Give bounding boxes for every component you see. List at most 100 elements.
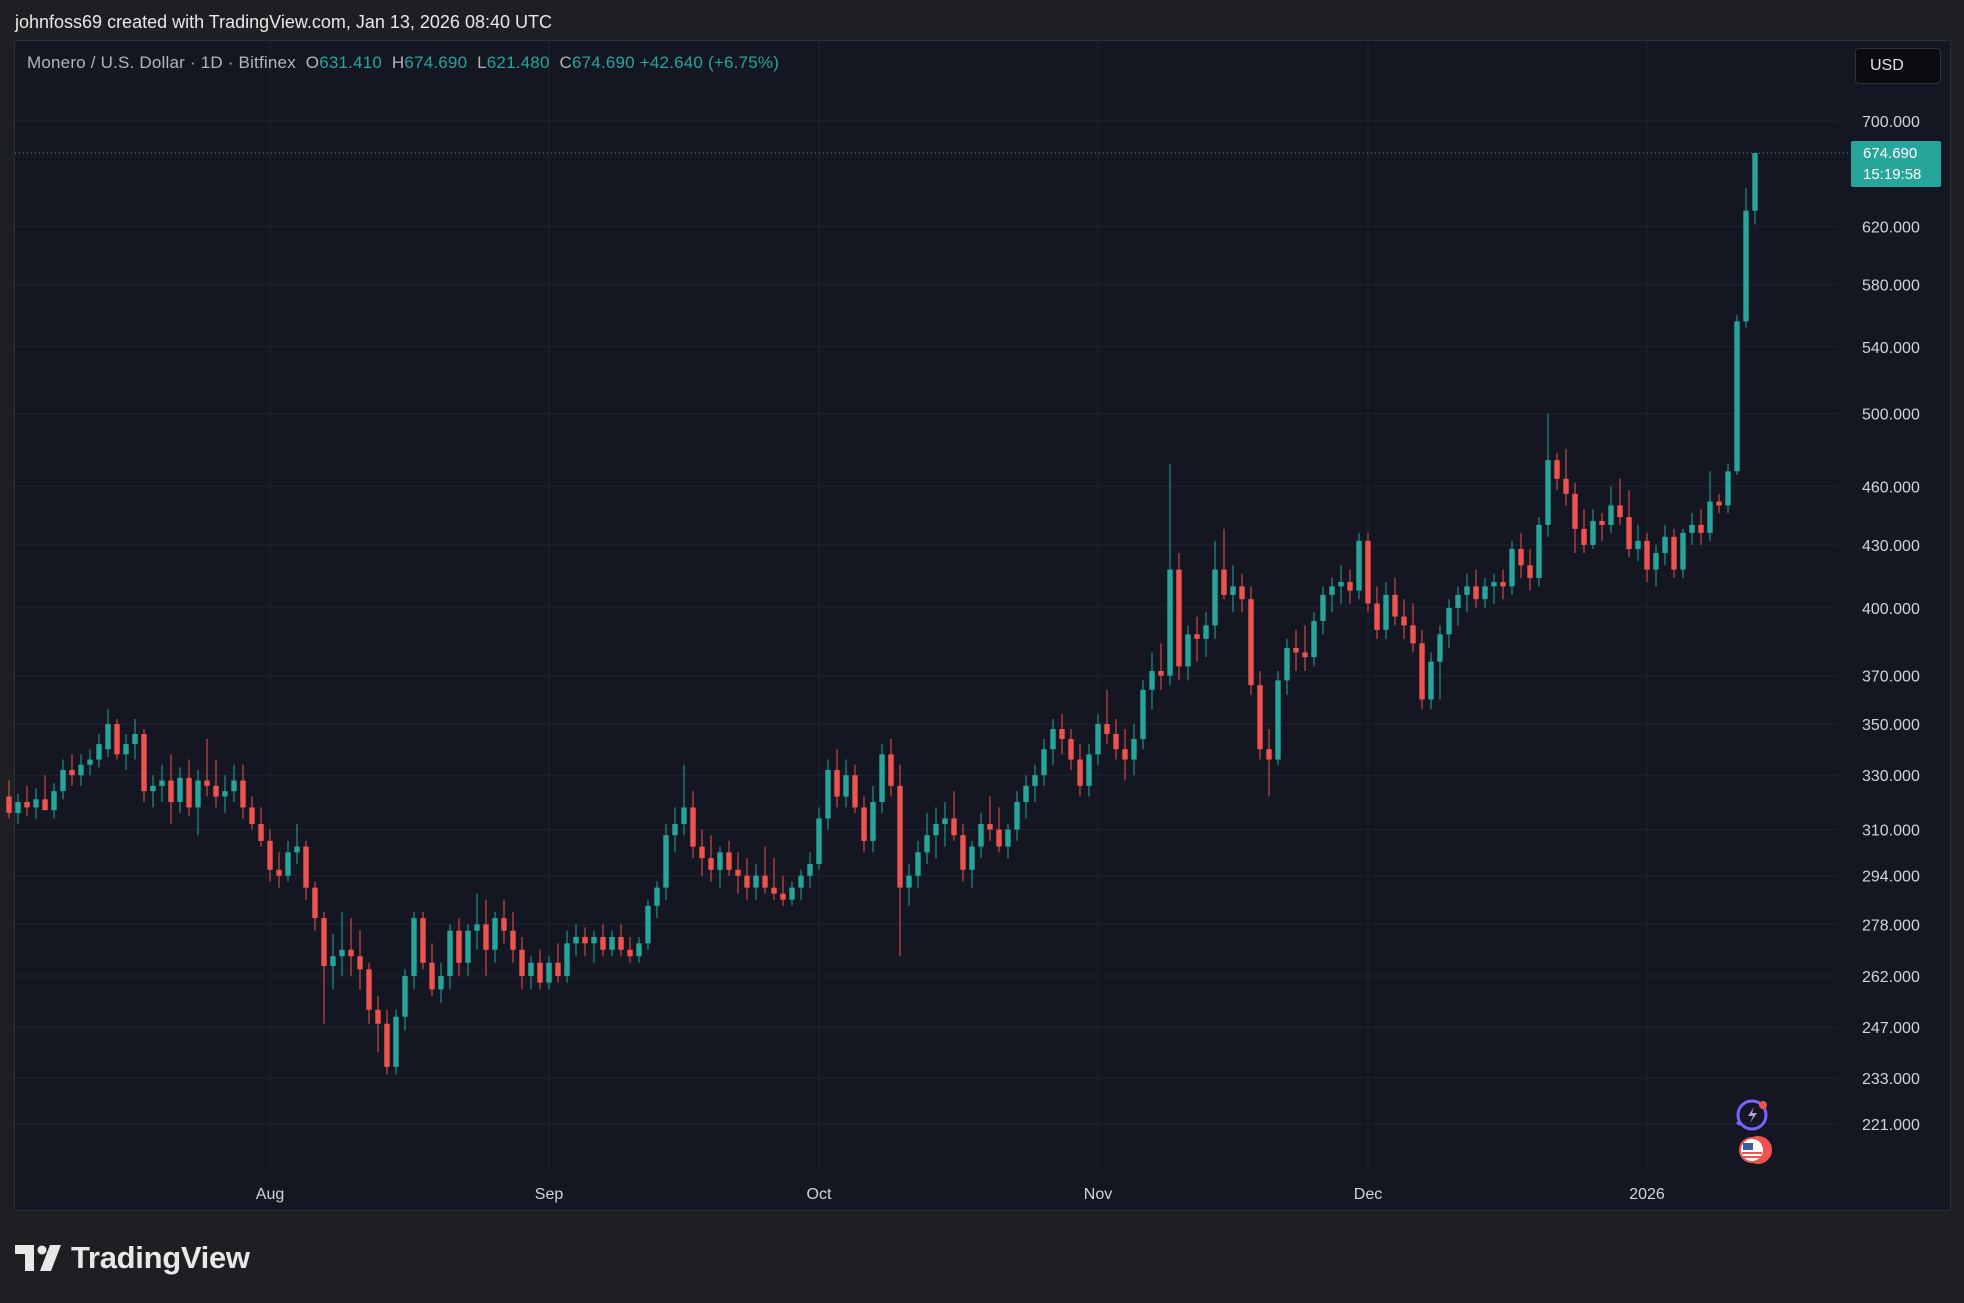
candle-body — [1725, 471, 1731, 506]
candle-body — [330, 956, 336, 967]
candle — [150, 775, 156, 808]
candle-body — [1356, 540, 1362, 591]
candle — [771, 858, 777, 900]
candle-body — [1716, 501, 1722, 506]
candle-body — [1743, 210, 1749, 322]
currency-button[interactable]: USD — [1855, 48, 1941, 84]
candle — [1464, 573, 1470, 613]
candle — [1509, 540, 1515, 595]
candle-body — [519, 949, 525, 976]
candle — [123, 734, 129, 770]
candle-body — [1149, 670, 1155, 690]
candle-body — [1248, 599, 1254, 686]
price-axis[interactable]: 221.000 233.000 247.000 262.000 278.000 294.0… — [1862, 114, 1920, 1134]
candle — [636, 936, 642, 963]
candle-body — [231, 780, 237, 792]
candle-body — [780, 893, 786, 900]
candle — [1572, 482, 1578, 554]
candle-body — [96, 744, 102, 760]
candle — [258, 807, 264, 847]
candle — [699, 829, 705, 876]
candle — [51, 783, 57, 819]
candle — [6, 780, 12, 819]
candle-body — [1086, 754, 1092, 786]
candle-body — [1113, 734, 1119, 750]
candle — [96, 734, 102, 768]
candle — [1311, 612, 1317, 667]
candle-body — [1500, 582, 1506, 587]
candle-body — [843, 775, 849, 797]
candle — [1617, 478, 1623, 525]
candle-body — [1014, 801, 1020, 830]
candle — [384, 1009, 390, 1075]
open-value: 631.410 — [319, 53, 383, 72]
candle-body — [888, 754, 894, 786]
candle — [1356, 532, 1362, 600]
candle-body — [384, 1023, 390, 1067]
candle-body — [303, 846, 309, 888]
candle — [528, 956, 534, 990]
candle-body — [1446, 607, 1452, 635]
candle — [1446, 599, 1452, 648]
candle — [1653, 544, 1659, 587]
candle — [1527, 548, 1533, 591]
candle-body — [1005, 829, 1011, 847]
y-tick-label: 400.000 — [1862, 601, 1920, 618]
candle — [897, 764, 903, 957]
candle — [474, 893, 480, 950]
candle — [726, 840, 732, 876]
candle — [1338, 565, 1344, 604]
candle-body — [663, 835, 669, 888]
candle-body — [1203, 625, 1209, 639]
candle-body — [1464, 586, 1470, 595]
candle-body — [762, 875, 768, 888]
candle-body — [1734, 321, 1740, 472]
candle-body — [1752, 153, 1758, 211]
us-flag-icon[interactable] — [1739, 1136, 1772, 1164]
candle-body — [321, 918, 327, 967]
tradingview-brand[interactable]: TradingView — [15, 1240, 250, 1276]
candle-body — [1032, 775, 1038, 786]
candle-body — [1617, 505, 1623, 518]
x-tick-label: Dec — [1354, 1186, 1382, 1203]
time-axis[interactable]: Aug Sep Oct Nov Dec 2026 — [256, 1186, 1665, 1203]
candle-body — [1185, 634, 1191, 667]
candle — [204, 739, 210, 797]
candle-body — [1140, 689, 1146, 740]
candle-body — [177, 777, 183, 802]
candle-body — [501, 918, 507, 931]
candle — [645, 899, 651, 950]
candle — [492, 911, 498, 963]
candle — [1662, 524, 1668, 566]
candle — [159, 764, 165, 802]
candle — [1518, 532, 1524, 578]
candle — [141, 729, 147, 802]
candle — [546, 956, 552, 990]
candle — [105, 709, 111, 757]
candle — [888, 739, 894, 797]
candle-body — [528, 962, 534, 976]
candle — [1680, 528, 1686, 578]
candle-body — [1374, 603, 1380, 630]
y-tick-label: 278.000 — [1862, 917, 1920, 934]
candle — [663, 824, 669, 900]
candle-body — [132, 734, 138, 745]
candle — [717, 846, 723, 888]
candle-body — [987, 824, 993, 830]
candle-body — [285, 852, 291, 876]
candle-body — [1041, 749, 1047, 776]
candle — [69, 754, 75, 786]
candle-body — [420, 918, 426, 963]
economic-events-icon[interactable] — [1736, 1099, 1768, 1131]
candle — [1563, 449, 1569, 506]
chart-pane[interactable] — [14, 40, 1951, 1211]
candle — [1374, 586, 1380, 639]
candle-body — [375, 1009, 381, 1024]
candle — [1401, 599, 1407, 639]
candle — [276, 852, 282, 888]
candle-body — [411, 918, 417, 976]
candle — [1293, 629, 1299, 671]
candle — [1644, 532, 1650, 583]
symbol-legend[interactable]: Monero / U.S. Dollar · 1D · Bitfinex O63… — [27, 53, 779, 73]
